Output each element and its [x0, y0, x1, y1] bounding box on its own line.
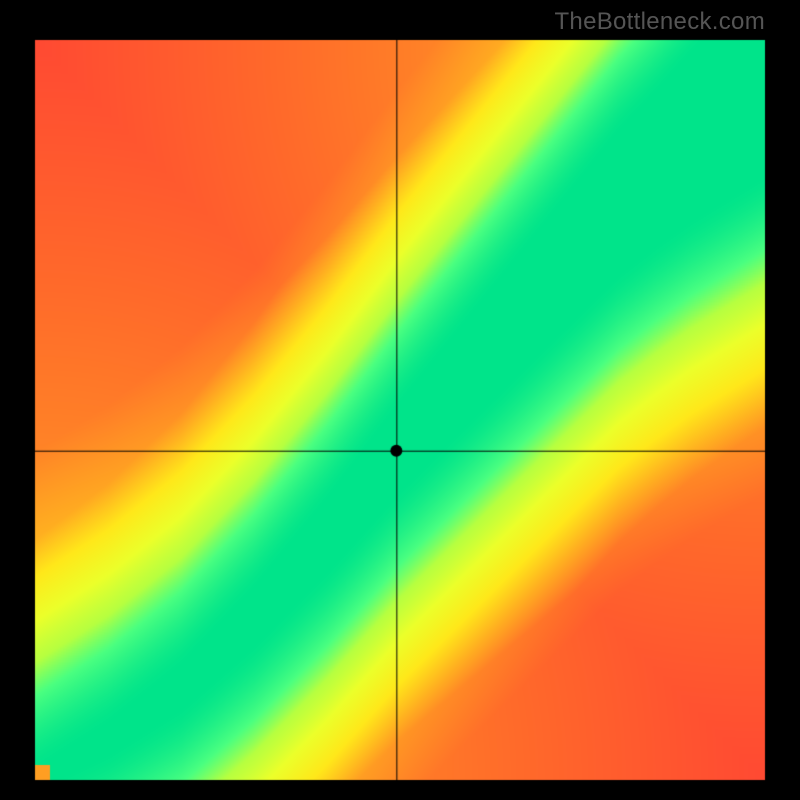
heatmap-canvas	[0, 0, 800, 800]
watermark: TheBottleneck.com	[554, 8, 765, 36]
chart-container: TheBottleneck.com	[0, 0, 800, 800]
